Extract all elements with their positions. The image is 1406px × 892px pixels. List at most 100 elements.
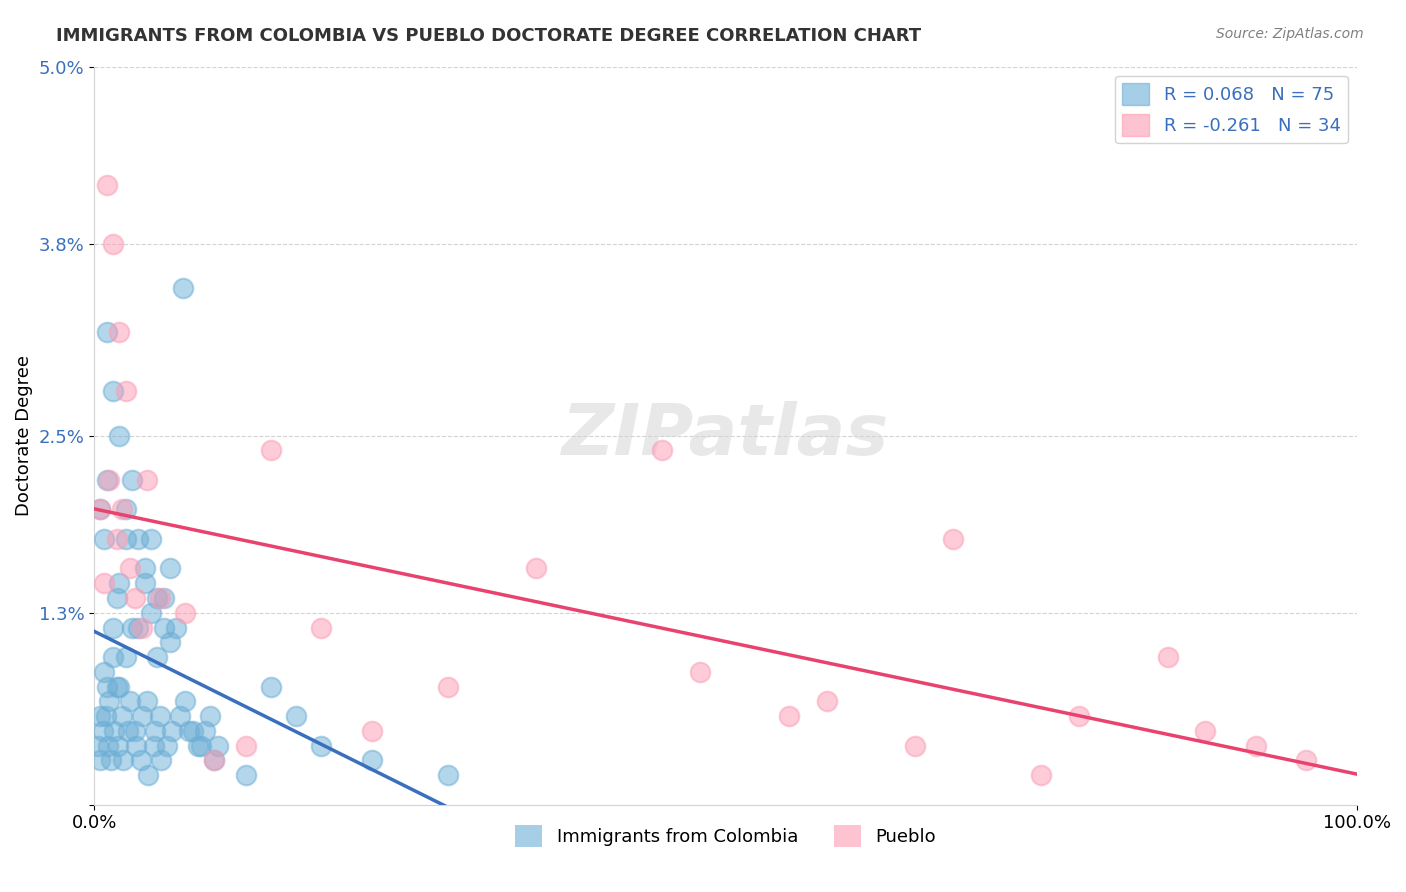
Point — [150, 753, 173, 767]
Point — [103, 723, 125, 738]
Point — [152, 621, 174, 635]
Point — [94, 709, 117, 723]
Point — [131, 709, 153, 723]
Point — [105, 680, 128, 694]
Point — [121, 621, 143, 635]
Point — [436, 680, 458, 694]
Point — [311, 621, 333, 635]
Point — [93, 665, 115, 679]
Point — [190, 739, 212, 753]
Point — [1244, 739, 1267, 753]
Point — [111, 709, 134, 723]
Point — [689, 665, 711, 679]
Point — [121, 473, 143, 487]
Point — [118, 694, 141, 708]
Point — [114, 650, 136, 665]
Point — [172, 281, 194, 295]
Point — [127, 532, 149, 546]
Point — [1194, 723, 1216, 738]
Point — [97, 739, 120, 753]
Point — [361, 723, 384, 738]
Point — [436, 768, 458, 782]
Point — [146, 650, 169, 665]
Point — [136, 473, 159, 487]
Point — [174, 606, 197, 620]
Point — [159, 561, 181, 575]
Point — [100, 753, 122, 767]
Point — [285, 709, 308, 723]
Point — [139, 606, 162, 620]
Point — [651, 443, 673, 458]
Point — [311, 739, 333, 753]
Point — [235, 768, 257, 782]
Point — [1295, 753, 1317, 767]
Text: Source: ZipAtlas.com: Source: ZipAtlas.com — [1216, 27, 1364, 41]
Point — [142, 739, 165, 753]
Point — [778, 709, 800, 723]
Point — [260, 443, 283, 458]
Point — [174, 694, 197, 708]
Point — [107, 739, 129, 753]
Point — [108, 326, 131, 340]
Point — [89, 753, 111, 767]
Point — [124, 591, 146, 605]
Point — [101, 650, 124, 665]
Point — [91, 723, 114, 738]
Point — [114, 384, 136, 399]
Point — [165, 621, 187, 635]
Point — [105, 591, 128, 605]
Point — [942, 532, 965, 546]
Point — [143, 723, 166, 738]
Point — [108, 576, 131, 591]
Point — [207, 739, 229, 753]
Point — [194, 723, 217, 738]
Point — [169, 709, 191, 723]
Point — [139, 532, 162, 546]
Point — [127, 621, 149, 635]
Point — [89, 502, 111, 516]
Point — [149, 591, 172, 605]
Text: IMMIGRANTS FROM COLOMBIA VS PUEBLO DOCTORATE DEGREE CORRELATION CHART: IMMIGRANTS FROM COLOMBIA VS PUEBLO DOCTO… — [56, 27, 921, 45]
Point — [260, 680, 283, 694]
Point — [105, 532, 128, 546]
Point — [177, 723, 200, 738]
Point — [361, 753, 384, 767]
Point — [87, 739, 110, 753]
Point — [134, 561, 156, 575]
Legend: R = 0.068   N = 75, R = -0.261   N = 34: R = 0.068 N = 75, R = -0.261 N = 34 — [1115, 76, 1348, 143]
Point — [118, 561, 141, 575]
Point — [89, 502, 111, 516]
Point — [124, 723, 146, 738]
Point — [96, 326, 118, 340]
Point — [138, 768, 160, 782]
Y-axis label: Doctorate Degree: Doctorate Degree — [15, 355, 32, 516]
Point — [524, 561, 547, 575]
Point — [152, 591, 174, 605]
Point — [202, 753, 225, 767]
Point — [111, 502, 134, 516]
Point — [96, 178, 118, 192]
Text: ZIPatlas: ZIPatlas — [562, 401, 889, 470]
Point — [1031, 768, 1053, 782]
Point — [129, 753, 152, 767]
Point — [101, 621, 124, 635]
Point — [93, 532, 115, 546]
Point — [89, 709, 111, 723]
Point — [112, 753, 135, 767]
Point — [125, 739, 148, 753]
Point — [96, 473, 118, 487]
Point — [146, 591, 169, 605]
Point — [187, 739, 209, 753]
Point — [235, 739, 257, 753]
Point — [200, 709, 222, 723]
Point — [108, 680, 131, 694]
Point — [101, 384, 124, 399]
Point — [134, 576, 156, 591]
Point — [131, 621, 153, 635]
Point — [114, 502, 136, 516]
Point — [101, 236, 124, 251]
Point — [202, 753, 225, 767]
Point — [815, 694, 838, 708]
Point — [93, 576, 115, 591]
Point — [96, 680, 118, 694]
